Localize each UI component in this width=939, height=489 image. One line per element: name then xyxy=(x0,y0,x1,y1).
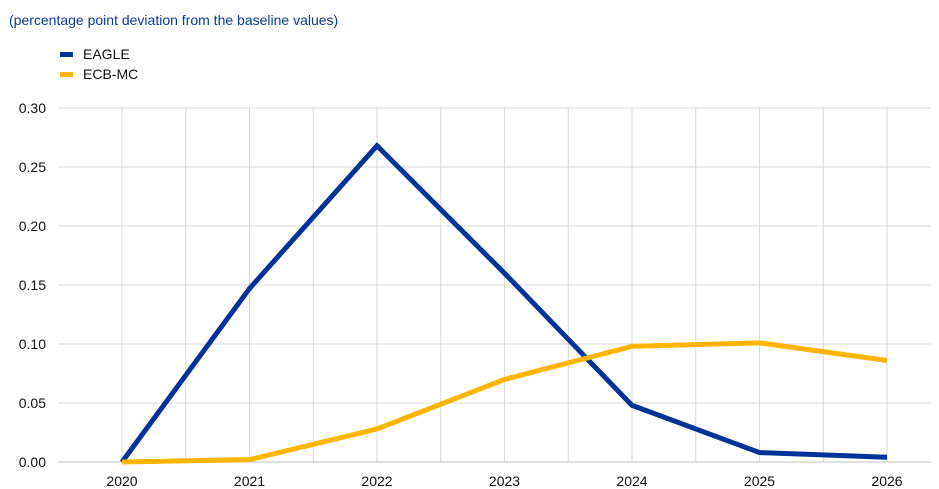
x-tick-label: 2025 xyxy=(744,473,775,489)
x-axis-ticks: 2020 2021 2022 2023 2024 2025 2026 xyxy=(106,473,902,489)
y-tick-label: 0.10 xyxy=(19,336,46,352)
y-tick-label: 0.15 xyxy=(19,277,46,293)
y-axis-ticks: 0.00 0.05 0.10 0.15 0.20 0.25 0.30 xyxy=(19,100,46,470)
legend-swatch-eagle xyxy=(60,51,73,57)
y-tick-label: 0.30 xyxy=(19,100,46,116)
x-tick-label: 2023 xyxy=(489,473,520,489)
legend-item-ecb-mc: ECB-MC xyxy=(60,64,138,84)
x-tick-label: 2022 xyxy=(361,473,392,489)
y-tick-label: 0.20 xyxy=(19,218,46,234)
y-tick-label: 0.25 xyxy=(19,159,46,175)
legend-label-ecb-mc: ECB-MC xyxy=(83,66,139,82)
y-tick-label: 0.05 xyxy=(19,395,46,411)
legend-label-eagle: EAGLE xyxy=(83,46,130,62)
legend: EAGLE ECB-MC xyxy=(60,44,138,84)
x-tick-label: 2021 xyxy=(234,473,265,489)
x-tick-label: 2020 xyxy=(106,473,137,489)
grid-lines xyxy=(58,107,931,462)
series-lines xyxy=(119,142,888,465)
legend-swatch-ecb-mc xyxy=(60,71,73,77)
chart-subtitle: (percentage point deviation from the bas… xyxy=(9,12,339,28)
y-tick-label: 0.00 xyxy=(19,454,46,470)
x-tick-label: 2024 xyxy=(616,473,647,489)
x-tick-label: 2026 xyxy=(871,473,902,489)
legend-item-eagle: EAGLE xyxy=(60,44,138,64)
